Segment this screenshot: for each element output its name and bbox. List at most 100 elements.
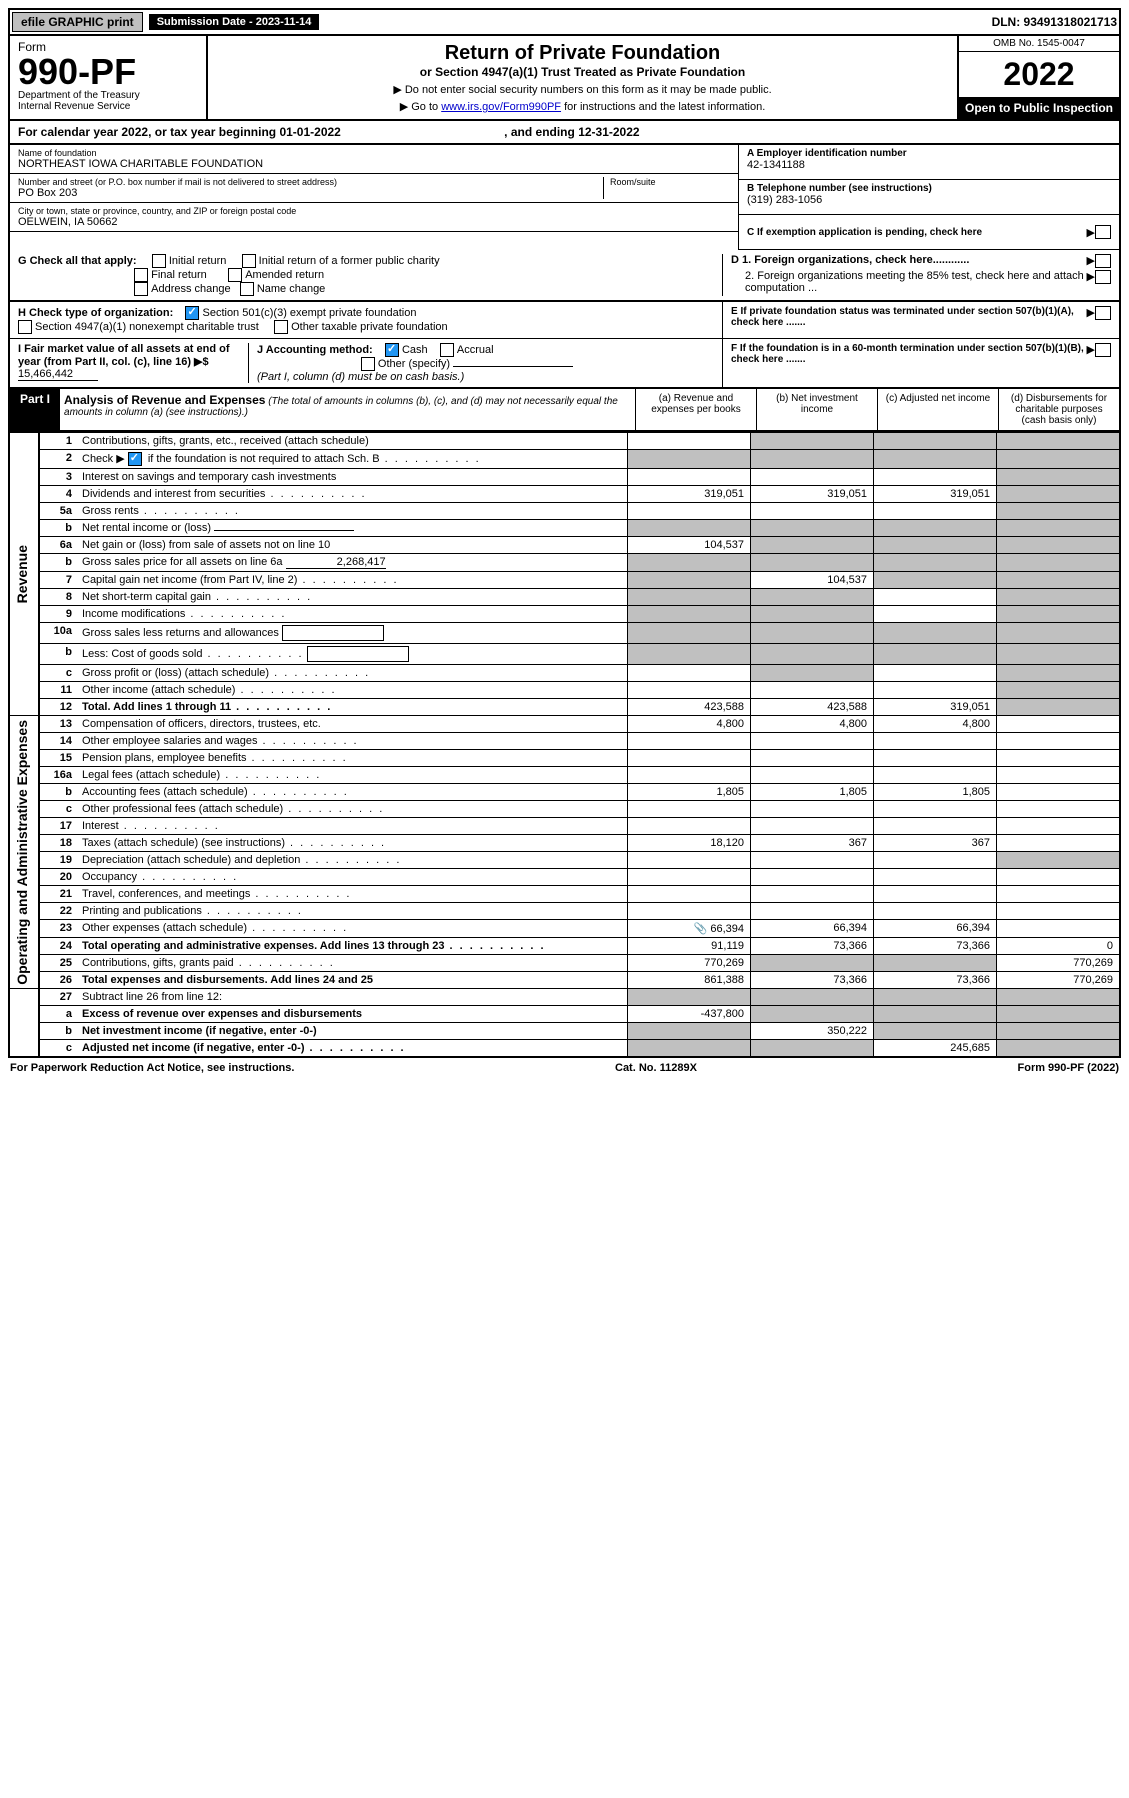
footer-left: For Paperwork Reduction Act Notice, see … — [10, 1062, 294, 1074]
calendar-year-row: For calendar year 2022, or tax year begi… — [8, 121, 1121, 145]
table-row: 21Travel, conferences, and meetings — [9, 886, 1120, 903]
table-row: bAccounting fees (attach schedule)1,8051… — [9, 784, 1120, 801]
efile-button[interactable]: efile GRAPHIC print — [12, 12, 143, 32]
operating-side-label: Operating and Administrative Expenses — [14, 720, 30, 985]
row-7-desc: Capital gain net income (from Part IV, l… — [82, 574, 297, 586]
r13-a: 4,800 — [628, 716, 751, 733]
r23-c: 66,394 — [874, 920, 997, 938]
table-row: 15Pension plans, employee benefits — [9, 750, 1120, 767]
r27b-b: 350,222 — [751, 1023, 874, 1040]
r5b-line — [214, 530, 354, 531]
cb-sch-b[interactable] — [128, 452, 142, 466]
cal-end: 12-31-2022 — [578, 125, 639, 139]
cb-address-change[interactable] — [134, 282, 148, 296]
arrow-icon: ▶ — [1087, 343, 1095, 365]
r26-d: 770,269 — [997, 972, 1121, 989]
cb-e[interactable] — [1095, 306, 1111, 320]
row-16b-desc: Accounting fees (attach schedule) — [82, 786, 248, 798]
d2-label: 2. Foreign organizations meeting the 85%… — [731, 270, 1087, 294]
table-row: 26Total expenses and disbursements. Add … — [9, 972, 1120, 989]
table-row: 7Capital gain net income (from Part IV, … — [9, 572, 1120, 589]
table-row: 3Interest on savings and temporary cash … — [9, 469, 1120, 486]
address: PO Box 203 — [18, 187, 603, 199]
form-number: 990-PF — [18, 54, 198, 90]
attachment-icon[interactable]: 📎 — [694, 922, 708, 935]
ein-label: A Employer identification number — [747, 148, 1111, 159]
note-link-post: for instructions and the latest informat… — [561, 101, 765, 113]
cb-other-taxable[interactable] — [274, 320, 288, 334]
table-row: 20Occupancy — [9, 869, 1120, 886]
cb-initial-return[interactable] — [152, 254, 166, 268]
row-2-post: if the foundation is not required to att… — [148, 453, 380, 465]
cal-begin: 01-01-2022 — [279, 125, 340, 139]
row-13-desc: Compensation of officers, directors, tru… — [78, 716, 628, 733]
opt-4947: Section 4947(a)(1) nonexempt charitable … — [35, 321, 259, 333]
r16b-c: 1,805 — [874, 784, 997, 801]
col-b-header: (b) Net investment income — [756, 389, 877, 430]
row-27c-desc: Adjusted net income (if negative, enter … — [82, 1042, 304, 1054]
inspection-label: Open to Public Inspection — [959, 97, 1119, 119]
row-19-desc: Depreciation (attach schedule) and deple… — [82, 854, 300, 866]
top-bar: efile GRAPHIC print Submission Date - 20… — [8, 8, 1121, 36]
r24-c: 73,366 — [874, 938, 997, 955]
opt-final: Final return — [151, 269, 207, 281]
other-method-line — [453, 366, 573, 367]
r10b-box — [307, 646, 409, 662]
r10a-box — [282, 625, 384, 641]
r26-c: 73,366 — [874, 972, 997, 989]
cb-501c3[interactable] — [185, 306, 199, 320]
cal-mid: , and ending — [501, 125, 578, 139]
r18-b: 367 — [751, 835, 874, 852]
r25-d: 770,269 — [997, 955, 1121, 972]
cb-accrual[interactable] — [440, 343, 454, 357]
cb-d1[interactable] — [1095, 254, 1111, 268]
r27c-c: 245,685 — [874, 1040, 997, 1058]
main-table: Revenue 1Contributions, gifts, grants, e… — [8, 432, 1121, 1058]
note-link-pre: ▶ Go to — [400, 101, 441, 113]
d1-label: D 1. Foreign organizations, check here..… — [731, 254, 969, 266]
cb-initial-former[interactable] — [242, 254, 256, 268]
cb-4947[interactable] — [18, 320, 32, 334]
irs-link[interactable]: www.irs.gov/Form990PF — [441, 101, 561, 113]
r26-a: 861,388 — [628, 972, 751, 989]
cb-f[interactable] — [1095, 343, 1111, 357]
cb-cash[interactable] — [385, 343, 399, 357]
table-row: bLess: Cost of goods sold — [9, 644, 1120, 665]
exemption-checkbox[interactable] — [1095, 225, 1111, 239]
submission-date: Submission Date - 2023-11-14 — [149, 14, 320, 30]
row-22-desc: Printing and publications — [82, 905, 202, 917]
opt-cash: Cash — [402, 344, 428, 356]
row-23-desc: Other expenses (attach schedule) — [82, 922, 247, 934]
row-1-desc: Contributions, gifts, grants, etc., rece… — [78, 433, 628, 450]
form-title: Return of Private Foundation — [214, 42, 951, 65]
exemption-label: C If exemption application is pending, c… — [747, 227, 1087, 238]
table-row: Revenue 1Contributions, gifts, grants, e… — [9, 433, 1120, 450]
table-row: 10aGross sales less returns and allowanc… — [9, 623, 1120, 644]
cal-pre: For calendar year 2022, or tax year begi… — [18, 125, 279, 139]
row-27-desc: Subtract line 26 from line 12: — [78, 989, 628, 1006]
table-row: 2Check ▶ if the foundation is not requir… — [9, 450, 1120, 469]
table-row: 16aLegal fees (attach schedule) — [9, 767, 1120, 784]
cb-other-method[interactable] — [361, 357, 375, 371]
table-row: 5aGross rents — [9, 503, 1120, 520]
col-a-header: (a) Revenue and expenses per books — [635, 389, 756, 430]
table-row: 11Other income (attach schedule) — [9, 682, 1120, 699]
foundation-name: NORTHEAST IOWA CHARITABLE FOUNDATION — [18, 158, 730, 170]
cb-amended[interactable] — [228, 268, 242, 282]
cb-name-change[interactable] — [240, 282, 254, 296]
footer-right: Form 990-PF (2022) — [1018, 1062, 1119, 1074]
r12-c: 319,051 — [874, 699, 997, 716]
arrow-icon: ▶ — [1087, 226, 1095, 239]
page-footer: For Paperwork Reduction Act Notice, see … — [8, 1058, 1121, 1078]
cb-final-return[interactable] — [134, 268, 148, 282]
table-row: 9Income modifications — [9, 606, 1120, 623]
opt-amended: Amended return — [245, 269, 324, 281]
cb-d2[interactable] — [1095, 270, 1111, 284]
g-label: G Check all that apply: — [18, 255, 137, 267]
row-5b-desc: Net rental income or (loss) — [82, 522, 211, 534]
r23-b: 66,394 — [751, 920, 874, 938]
r18-a: 18,120 — [628, 835, 751, 852]
col-c-header: (c) Adjusted net income — [877, 389, 998, 430]
table-row: 24Total operating and administrative exp… — [9, 938, 1120, 955]
part1-label: Part I — [10, 389, 60, 430]
